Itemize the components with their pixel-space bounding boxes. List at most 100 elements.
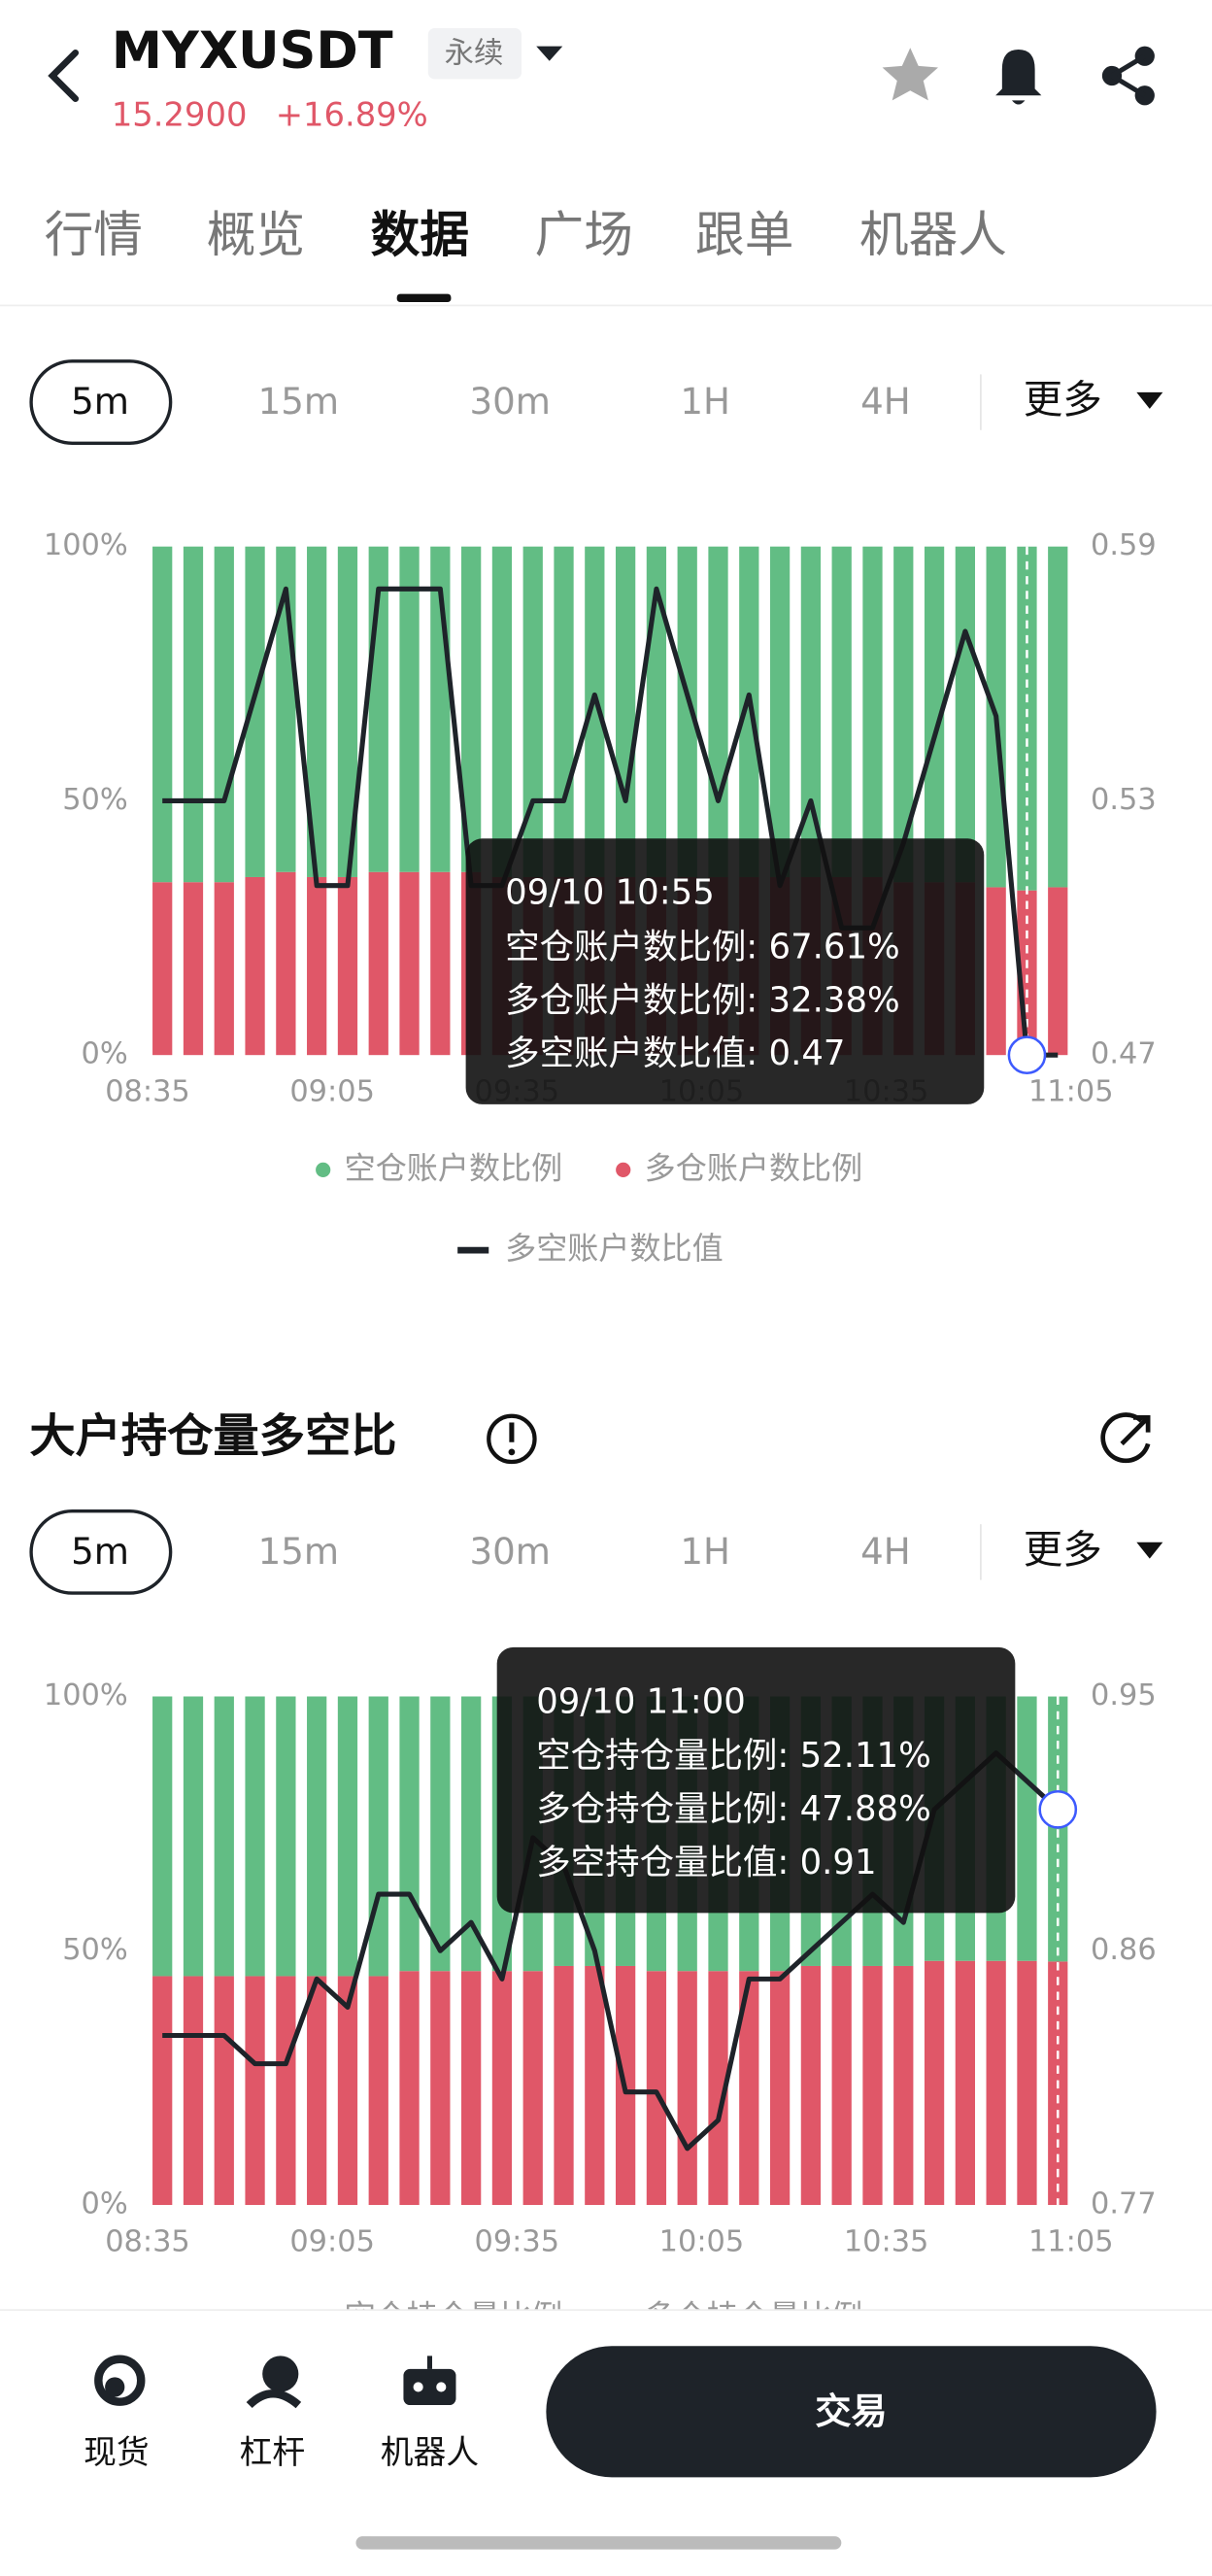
bar-segment [245,1976,265,2206]
legend-label: 空仓账户数比例 [345,1149,563,1186]
open-icon[interactable] [1100,1412,1151,1464]
tab[interactable]: 行情 [45,206,143,263]
bar-segment [831,546,852,877]
y-tick-label: 100% [44,528,128,562]
more-arrow[interactable] [1136,391,1163,409]
bar-segment [986,1960,1006,2206]
section-title: 大户持仓量多空比 [29,1409,396,1463]
bar-segment [986,887,1006,1056]
nav-label[interactable]: 机器人 [381,2433,479,2471]
bar-segment [1048,546,1068,888]
x-tick-label: 08:35 [105,2224,190,2258]
change: +16.89% [276,96,428,134]
bar-segment [183,1696,204,1977]
bar-segment [214,546,234,883]
tooltip-line: 多空账户数比值: 0.47 [505,1034,845,1073]
bar-segment [307,876,327,1056]
bar-segment [862,546,883,877]
nav-label[interactable]: 现货 [84,2433,150,2471]
interval[interactable]: 15m [258,1531,339,1573]
y-tick-label: 100% [44,1678,128,1712]
home-indicator [355,2536,842,2550]
x-tick-label: 11:05 [1028,1075,1114,1109]
interval[interactable]: 4H [860,381,911,423]
tab-underline [396,293,452,303]
bar-segment [399,546,420,872]
tab[interactable]: 机器人 [859,206,1007,263]
tab[interactable]: 跟单 [695,206,793,263]
bar-segment [337,546,358,877]
robot-icon[interactable] [403,2356,456,2406]
more[interactable]: 更多 [1024,1526,1102,1573]
price: 15.2900 [112,96,248,134]
bar-segment [554,546,574,877]
tooltip-title: 09/10 11:00 [536,1681,746,1721]
bar-segment [646,1971,667,2206]
tooltip-line: 多仓持仓量比例: 47.88% [536,1789,931,1829]
bar-segment [1048,887,1068,1056]
bar-segment [399,1696,420,1972]
bar-segment [214,1696,234,1977]
interval[interactable]: 5m [71,1531,129,1573]
bar-segment [708,1971,728,2206]
charts: 0% 50% 100% 0.47 0.53 0.59 08:35 09:05 09:35 10:0… [44,528,1157,2415]
bar-segment [307,1976,327,2206]
bar-segment [893,546,914,883]
bar-segment [183,1976,204,2206]
margin-icon[interactable] [246,2356,302,2409]
symbol-dropdown[interactable] [536,46,563,61]
bar-segment [924,546,945,883]
bar-segment [955,1960,976,2206]
share-icon[interactable] [1101,46,1155,106]
tooltip [465,838,985,1104]
interval[interactable]: 5m [71,381,129,423]
bar-segment [214,1976,234,2206]
x-tick-label: 09:05 [289,2224,375,2258]
bar-segment [461,546,482,872]
interval[interactable]: 1H [680,381,730,423]
contract: 永续 [445,37,504,71]
back-button[interactable] [48,49,80,103]
tab-active[interactable]: 数据 [371,206,469,263]
interval-selected[interactable] [29,359,173,445]
bar-segment [862,1965,883,2206]
interval-selected[interactable] [29,1508,173,1595]
bar-segment [615,546,636,877]
interval[interactable]: 30m [469,1531,550,1573]
bar-segment [1017,546,1037,891]
nav-label[interactable]: 杠杆 [240,2433,306,2471]
open-icon-arrow [1120,1415,1151,1446]
x-tick-label: 08:35 [105,1075,190,1109]
bar-segment [337,1696,358,1977]
interval[interactable]: 4H [860,1531,911,1573]
spot-icon[interactable] [94,2355,146,2406]
bar-segment [893,1965,914,2206]
trade-button-label[interactable]: 交易 [815,2390,887,2432]
y-tick-label: 0% [82,1037,128,1071]
selected-point [1038,1789,1078,1829]
bar-segment [585,1965,605,2206]
interval[interactable]: 1H [680,1531,730,1573]
y2-tick-label: 0.95 [1091,1678,1157,1712]
tab[interactable]: 概览 [207,206,305,263]
more-arrow[interactable] [1136,1542,1163,1559]
more[interactable]: 更多 [1024,376,1102,423]
section-header: 大户持仓量多空比 [29,1409,1151,1465]
tab[interactable]: 广场 [535,206,633,263]
interval[interactable]: 15m [258,381,339,423]
y2-tick-label: 0.86 [1091,1933,1157,1967]
favorite-icon[interactable] [882,48,938,101]
bar-segment [585,546,605,877]
interval-row: 5m 15m 30m 1H 4H 更多 [29,1508,1163,1595]
trade-button[interactable] [546,2346,1157,2478]
tooltip-title: 09/10 10:55 [505,873,715,913]
interval[interactable]: 30m [469,381,550,423]
bar-segment [708,546,728,877]
legend-dot [616,1162,631,1178]
info-icon[interactable] [487,1413,537,1465]
alert-icon[interactable] [995,49,1042,105]
bar-segment [368,1696,388,1977]
y2-tick-label: 0.47 [1091,1037,1157,1071]
bar-segment [152,1976,173,2206]
bottom-nav: 现货 杠杆 机器人 交易 [0,2309,1212,2576]
